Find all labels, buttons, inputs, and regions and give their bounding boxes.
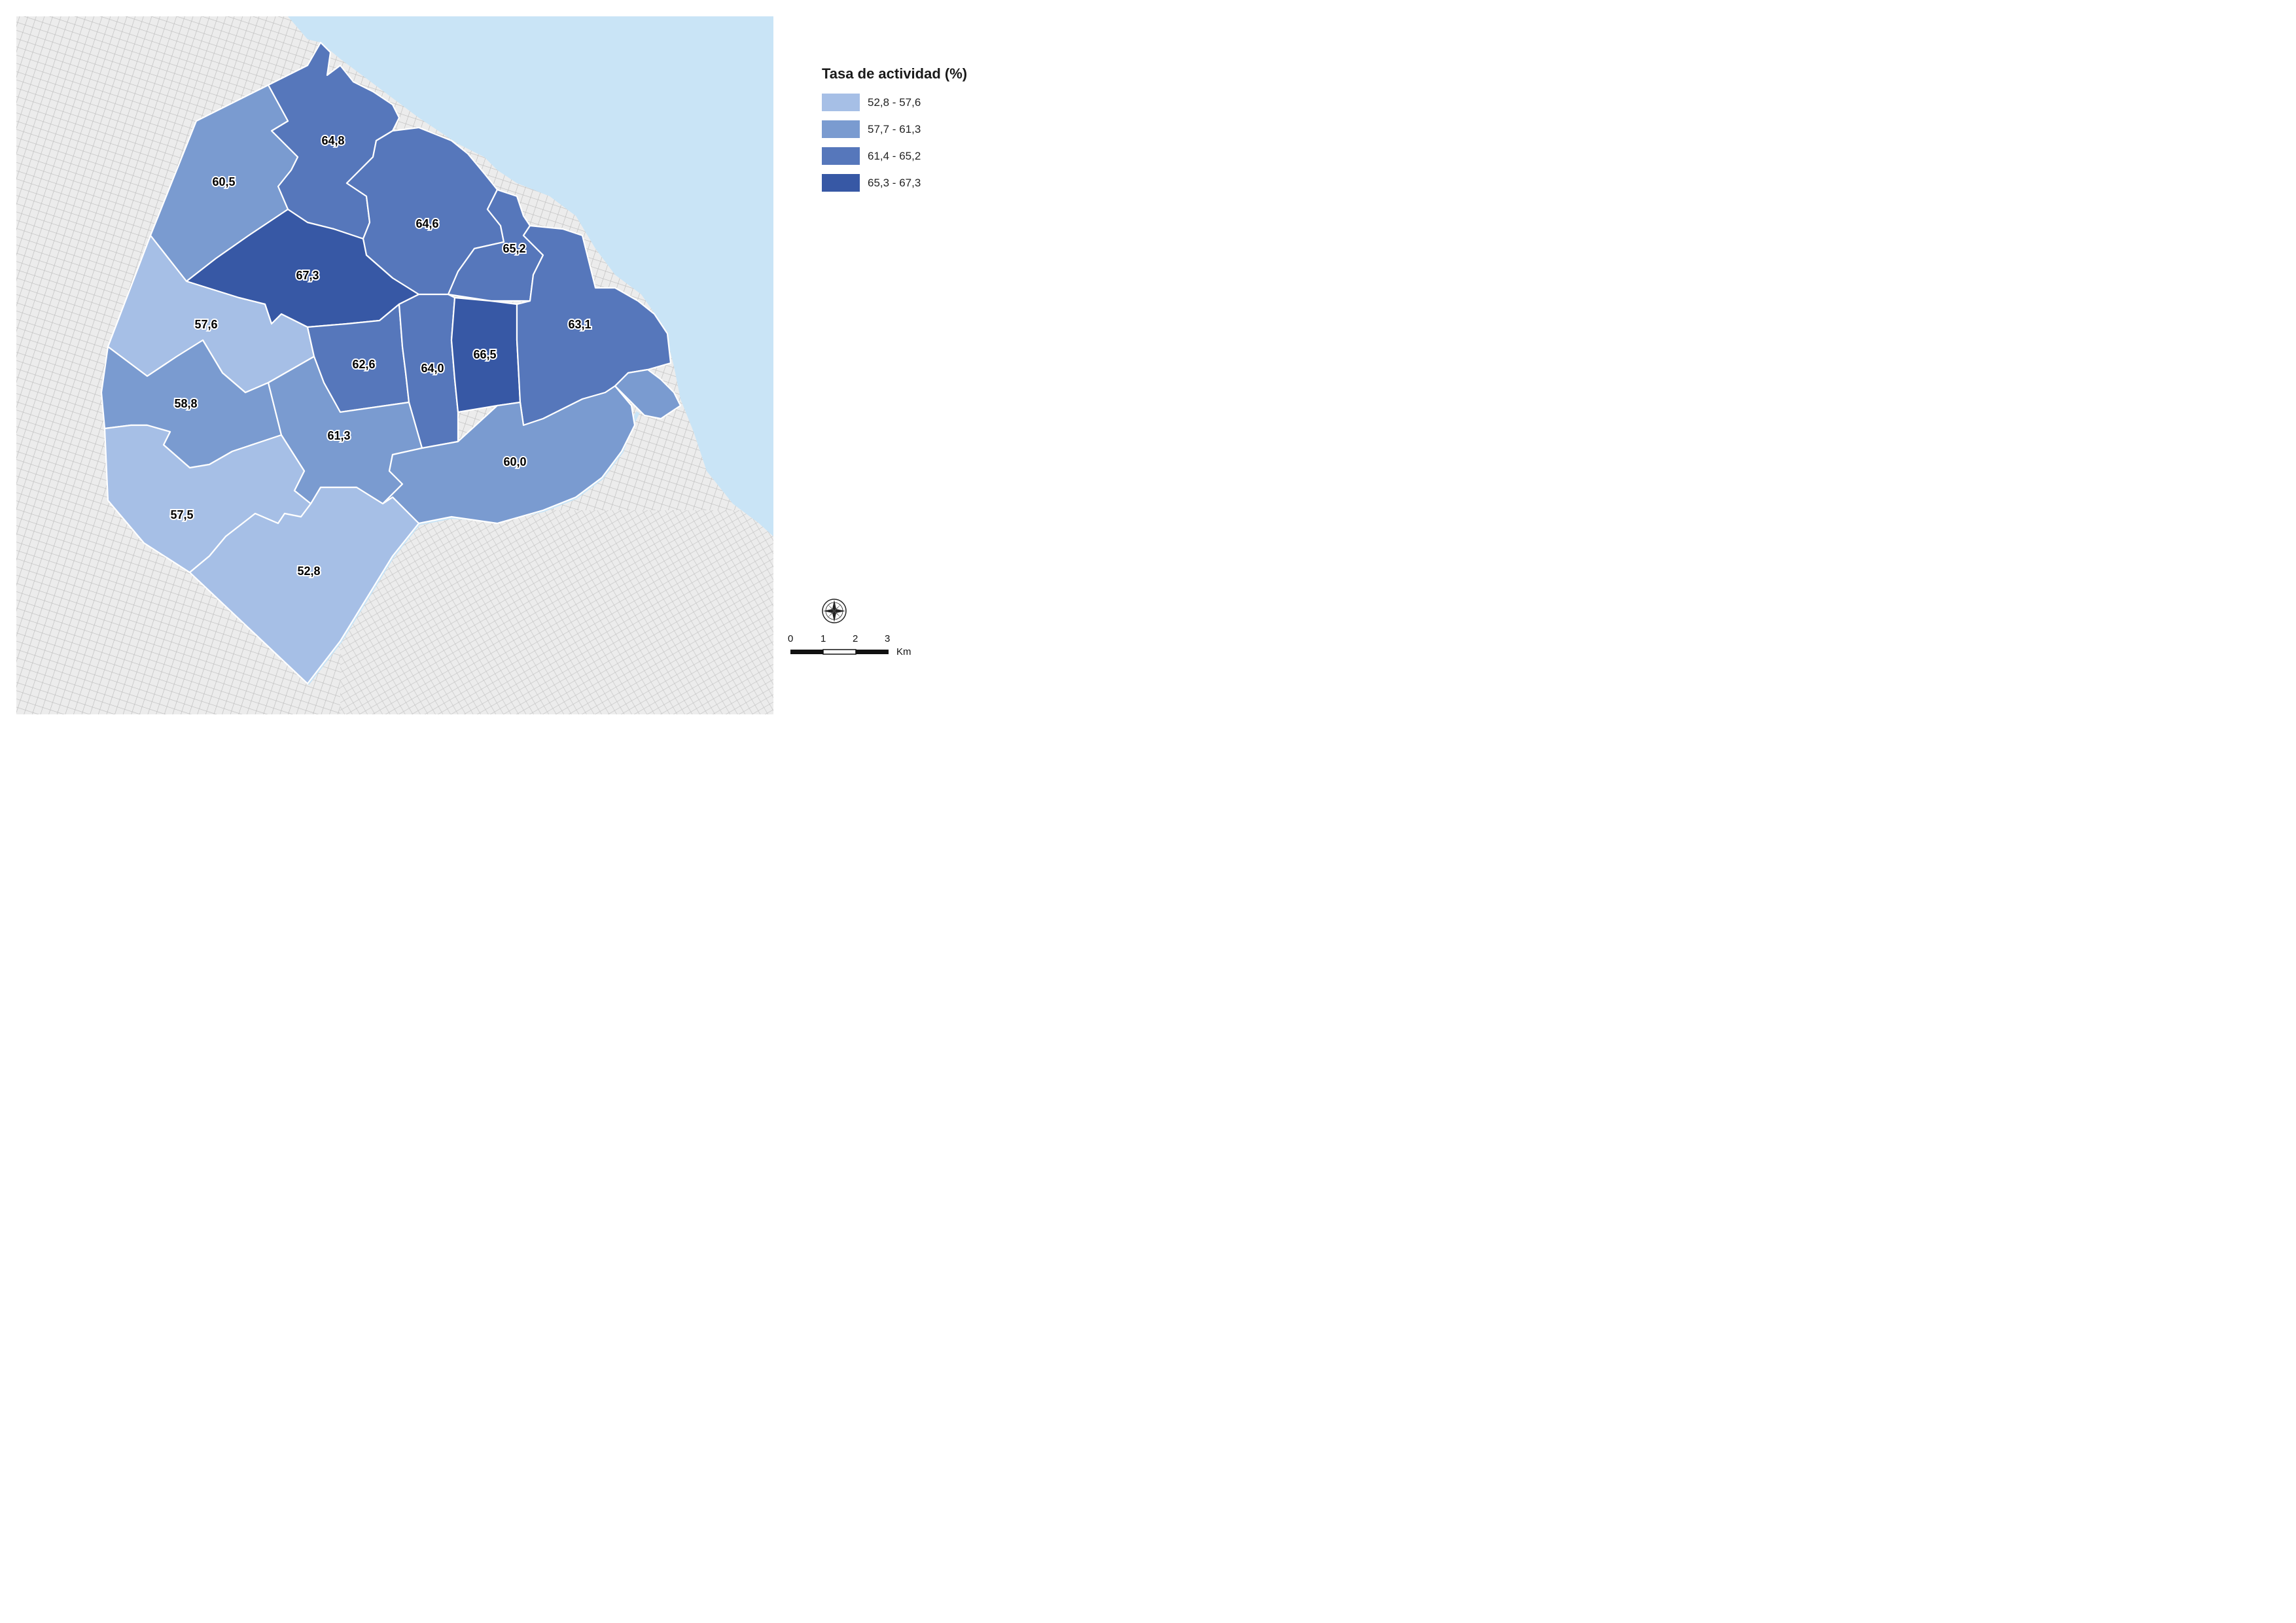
comuna-region[interactable] [188, 486, 420, 685]
legend-label: 65,3 - 67,3 [868, 176, 921, 189]
legend: Tasa de actividad (%) 52,8 - 57,6 57,7 -… [822, 65, 1005, 196]
legend-swatch [822, 174, 860, 192]
river-water [288, 16, 773, 536]
legend-title: Tasa de actividad (%) [822, 65, 968, 82]
comuna-value-label: 60,0 [503, 455, 526, 468]
comuna-value-label: 57,6 [194, 318, 217, 331]
legend-item: 52,8 - 57,6 [822, 89, 1005, 116]
comuna-value-label: 67,3 [296, 269, 319, 282]
port-area [614, 368, 682, 420]
legend-swatch [822, 147, 860, 165]
legend-item: 65,3 - 67,3 [822, 169, 1005, 196]
comuna-value-label: 58,8 [174, 397, 197, 410]
legend-label: 57,7 - 61,3 [868, 122, 921, 135]
comuna-value-label: 66,5 [473, 348, 496, 361]
comuna-value-label: 65,2 [503, 242, 525, 255]
comuna-value-label: 64,8 [321, 134, 344, 147]
comuna-value-label: 52,8 [297, 565, 320, 578]
comuna-value-label: 57,5 [170, 508, 193, 521]
scale-tick: 2 [853, 633, 858, 644]
legend-item: 61,4 - 65,2 [822, 143, 1005, 169]
legend-swatch [822, 94, 860, 111]
comuna-value-label: 64,0 [421, 362, 444, 375]
compass-rose-icon [822, 599, 847, 623]
scale-tick: 1 [821, 633, 826, 644]
scale-bar: 0 1 2 3 Km [785, 633, 923, 659]
scale-tick: 0 [788, 633, 794, 644]
street-grid-south [340, 510, 773, 714]
scale-unit: Km [896, 646, 911, 657]
comuna-value-label: 62,6 [352, 358, 375, 371]
scale-bar-graphic [790, 649, 889, 655]
comunas-layer [100, 41, 682, 685]
comuna-value-label: 63,1 [568, 318, 591, 331]
comuna-value-label: 60,5 [212, 175, 235, 188]
legend-swatch [822, 120, 860, 138]
legend-label: 52,8 - 57,6 [868, 96, 921, 109]
comuna-value-label: 64,6 [415, 217, 438, 230]
legend-label: 61,4 - 65,2 [868, 149, 921, 162]
legend-item: 57,7 - 61,3 [822, 116, 1005, 143]
map-canvas: 64,8 60,5 64,6 65,2 67,3 57,6 62,6 64,0 66,5 63,1… [16, 16, 773, 714]
scale-tick: 3 [885, 633, 891, 644]
comuna-value-label: 61,3 [327, 429, 350, 442]
comuna-labels: 64,8 60,5 64,6 65,2 67,3 57,6 62,6 64,0 66,5 63,1… [169, 133, 592, 579]
